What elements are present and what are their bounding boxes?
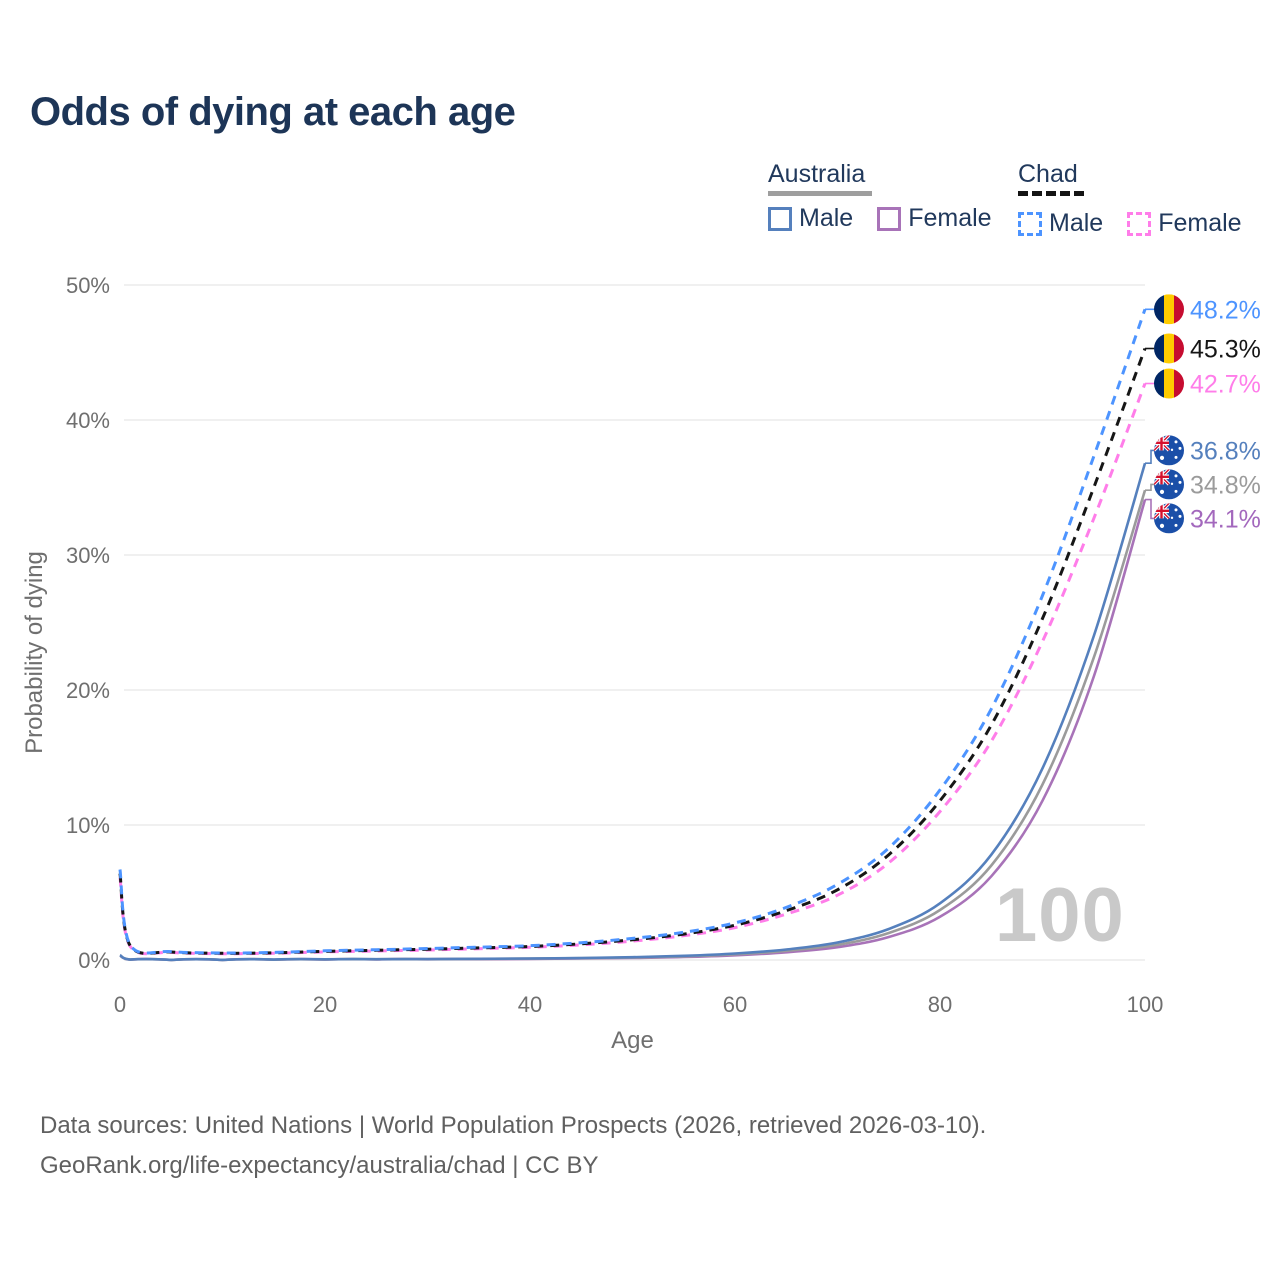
y-axis-title: Probability of dying xyxy=(21,551,48,754)
end-value-label-chad-both: 45.3% xyxy=(1190,335,1261,363)
x-tick-label: 40 xyxy=(518,992,542,1017)
footer-data-sources: Data sources: United Nations | World Pop… xyxy=(40,1112,987,1139)
end-value-label-australia-male: 36.8% xyxy=(1190,437,1261,465)
footer: Data sources: United Nations | World Pop… xyxy=(40,1106,986,1186)
end-value-label-australia-both: 34.8% xyxy=(1190,471,1261,499)
age-watermark: 100 xyxy=(995,873,1125,958)
legend-swatch-chad-male xyxy=(1018,211,1042,236)
flag-icon-australia xyxy=(1154,435,1184,465)
y-tick-label: 0% xyxy=(78,948,110,973)
legend-label-chad-male: Male xyxy=(1049,209,1104,237)
y-tick-label: 10% xyxy=(66,813,110,838)
legend-swatch-australia-male xyxy=(768,206,792,231)
x-tick-label: 80 xyxy=(928,992,952,1017)
legend-chad-line-sample xyxy=(1018,191,1084,201)
legend-group-chad: Chad Male Female xyxy=(1018,160,1266,238)
series-line-australia-female[interactable] xyxy=(119,499,1147,962)
legend-item-australia-male[interactable]: Male xyxy=(768,204,853,233)
legend-label-australia-female: Female xyxy=(908,204,992,232)
footer-attribution: GeoRank.org/life-expectancy/australia/ch… xyxy=(40,1152,599,1179)
x-tick-label: 20 xyxy=(313,992,337,1017)
page-title: Odds of dying at each age xyxy=(30,90,516,134)
legend-item-chad-male[interactable]: Male xyxy=(1018,209,1103,238)
x-tick-label: 0 xyxy=(114,992,126,1017)
legend-swatch-chad-female xyxy=(1127,211,1152,236)
end-value-label-australia-female: 34.1% xyxy=(1190,505,1261,533)
y-tick-label: 30% xyxy=(66,543,110,568)
flag-icon-chad xyxy=(1154,333,1184,363)
end-label-connector xyxy=(1145,498,1154,520)
legend-australia-line-sample xyxy=(768,191,872,196)
end-label-connector xyxy=(1145,449,1154,464)
y-tick-label: 50% xyxy=(66,273,110,298)
legend-label-australia-male: Male xyxy=(799,204,854,232)
legend-label-chad-female: Female xyxy=(1158,209,1242,237)
x-tick-label: 100 xyxy=(1127,992,1164,1017)
series-line-australia-male[interactable] xyxy=(119,462,1147,962)
flag-icon-australia xyxy=(1154,469,1184,499)
series-line-australia-both[interactable] xyxy=(119,489,1147,962)
series-line-chad-both[interactable] xyxy=(118,347,1147,955)
end-value-label-chad-male: 48.2% xyxy=(1190,296,1261,324)
x-tick-label: 60 xyxy=(723,992,747,1017)
series-line-chad-female[interactable] xyxy=(118,382,1147,956)
flag-icon-australia xyxy=(1154,503,1184,533)
end-value-label-chad-female: 42.7% xyxy=(1190,371,1261,399)
flag-icon-chad xyxy=(1154,294,1184,324)
legend-item-chad-female[interactable]: Female xyxy=(1127,209,1242,238)
line-chart[interactable]: 0% 10% 20% 30% 40% 50% 0 20 40 60 80 100 Age Probabil… xyxy=(0,0,1280,1100)
legend-country-label-chad[interactable]: Chad xyxy=(1018,160,1078,188)
legend-item-australia-female[interactable]: Female xyxy=(877,204,992,233)
flag-icon-chad xyxy=(1154,369,1184,399)
y-tick-label: 40% xyxy=(66,408,110,433)
legend-country-label-australia[interactable]: Australia xyxy=(768,160,866,188)
series-line-chad-male[interactable] xyxy=(118,308,1147,955)
x-axis-title: Age xyxy=(611,1027,654,1054)
legend-swatch-australia-female xyxy=(877,206,902,231)
end-label-connector xyxy=(1145,483,1154,491)
legend-group-australia: Australia Male Female xyxy=(768,160,1016,233)
y-tick-label: 20% xyxy=(66,678,110,703)
